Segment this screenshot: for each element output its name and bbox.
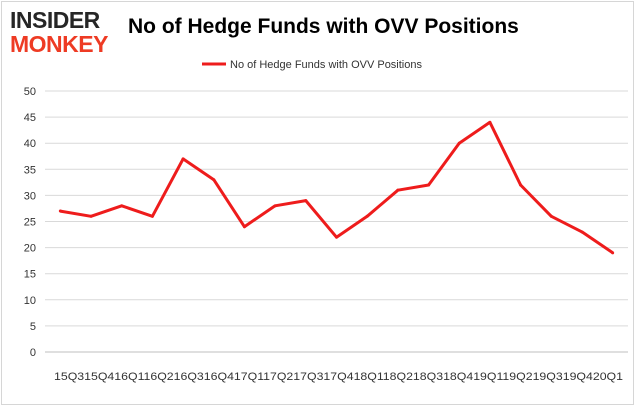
y-tick-label: 50 bbox=[24, 86, 36, 98]
data-point bbox=[120, 204, 124, 208]
chart-title: No of Hedge Funds with OVV Positions bbox=[128, 15, 519, 38]
data-point bbox=[396, 188, 400, 192]
y-tick-label: 20 bbox=[24, 243, 36, 255]
grid-lines bbox=[45, 90, 628, 327]
data-point bbox=[304, 199, 308, 203]
data-point bbox=[242, 225, 246, 229]
logo-line-insider: INSIDER bbox=[10, 7, 100, 33]
data-point bbox=[519, 183, 523, 187]
data-point bbox=[427, 183, 431, 187]
data-point bbox=[273, 204, 277, 208]
data-point bbox=[580, 230, 584, 234]
y-tick-label: 0 bbox=[30, 347, 36, 359]
data-point bbox=[365, 214, 369, 218]
y-tick-label: 15 bbox=[24, 269, 36, 281]
y-tick-label: 25 bbox=[24, 217, 36, 229]
y-tick-label: 40 bbox=[24, 138, 36, 150]
y-tick-label: 45 bbox=[24, 112, 36, 124]
y-tick-label: 5 bbox=[30, 321, 36, 333]
y-tick-label: 35 bbox=[24, 164, 36, 176]
data-point bbox=[150, 214, 154, 218]
insider-monkey-logo: INSIDER MONKEY bbox=[10, 8, 114, 58]
data-point bbox=[457, 141, 461, 145]
legend: No of Hedge Funds with OVV Positions bbox=[202, 59, 422, 71]
x-axis-tick-labels: 15Q315Q416Q116Q216Q316Q417Q117Q217Q317Q4… bbox=[54, 371, 623, 383]
y-tick-label: 30 bbox=[24, 190, 36, 202]
data-point bbox=[58, 209, 62, 213]
logo-line-monkey: MONKEY bbox=[10, 31, 108, 57]
y-axis-ticks: 0 5 10 15 20 25 30 35 40 45 50 bbox=[24, 86, 36, 359]
data-point bbox=[611, 251, 615, 255]
data-point bbox=[488, 120, 492, 124]
series-group bbox=[58, 120, 615, 255]
data-point bbox=[212, 178, 216, 182]
data-point bbox=[335, 235, 338, 239]
data-point bbox=[549, 214, 553, 218]
series-line bbox=[60, 120, 614, 255]
data-point bbox=[89, 214, 93, 218]
data-point bbox=[181, 157, 185, 161]
y-tick-label: 10 bbox=[24, 295, 36, 307]
legend-label: No of Hedge Funds with OVV Positions bbox=[230, 59, 422, 71]
